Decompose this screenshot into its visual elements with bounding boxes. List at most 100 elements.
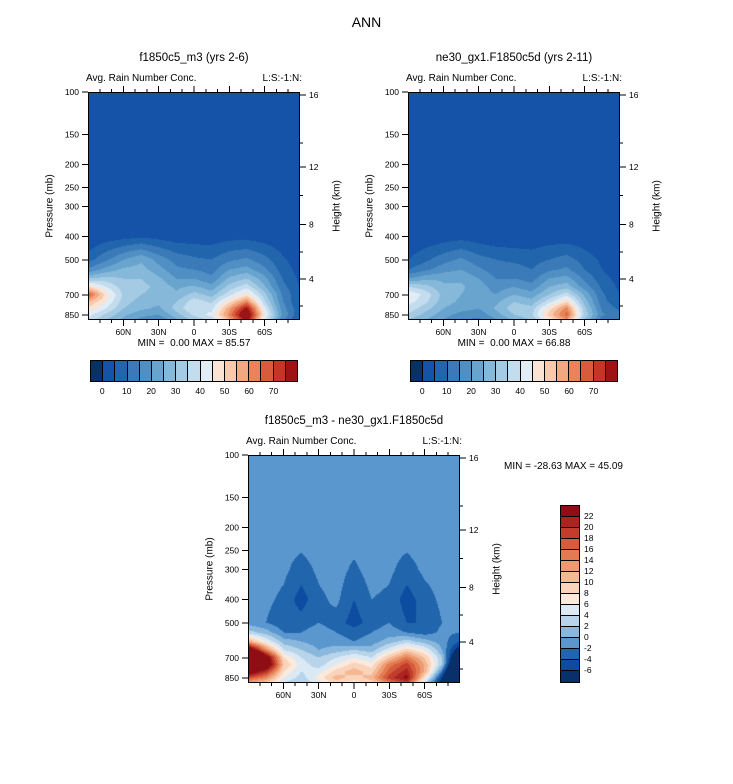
colorbar-cell [561,616,579,627]
colorbar-cell [115,361,128,381]
colorbar-cell [164,361,177,381]
lat-tick-label: 30N [311,690,327,700]
min-max-stats: MIN = 0.00 MAX = 66.88 [457,338,571,349]
colorbar-cell [561,517,579,528]
colorbar-cell [471,361,485,381]
colorbar-tick-label: -6 [584,665,592,675]
colorbar-tick-label: 10 [121,386,132,396]
colorbar-cell [508,361,521,381]
colorbar-cell [139,361,152,381]
lat-tick-label: 60S [577,327,592,337]
pressure-tick-label: 100 [65,87,79,97]
colorbar-tick-label: 20 [584,522,594,532]
panel-subtitle-row: Avg. Rain Number Conc. L:S:-1:N: [246,436,462,447]
colorbar-cell [188,361,201,381]
lat-tick-label: 0 [512,327,517,337]
colorbar-cell [496,361,509,381]
colorbar-tick-label: 16 [584,544,594,554]
pressure-tick-label: 200 [65,159,79,169]
colorbar-cell [273,361,286,381]
colorbar-cell [561,671,579,682]
pressure-tick-label: 150 [65,129,79,139]
colorbar-labels: 0 10 20 30 40 50 60 70 [90,386,298,398]
colorbar-tick-label: 0 [99,386,105,396]
colorbar-cell [459,361,472,381]
colorbar-tick-label: 6 [584,599,589,609]
colorbar-tick-label: -4 [584,654,592,664]
height-tick-label: 4 [629,274,634,284]
colorbar-cell [605,361,617,381]
height-tick-label: 12 [629,162,639,172]
subtitle-variable: Avg. Rain Number Conc. [246,436,357,447]
main-title: ANN [351,14,382,30]
axes: 100 150 200 250 300 400 500 700 850 60N 30N 0 30S 60S… [385,86,639,337]
colorbar-tick-label: 8 [584,588,589,598]
colorbar-cell [249,361,262,381]
height-tick-label: 16 [629,90,639,100]
colorbar-cell [285,361,297,381]
height-tick-label: 12 [469,525,479,535]
colorbar-cell [411,361,424,381]
panel-subtitle-row: Avg. Rain Number Conc. L:S:-1:N: [86,73,302,84]
colorbar-cell [561,638,579,649]
colorbar-cell [237,361,250,381]
colorbar-cell [561,583,579,594]
colorbar-cell [561,539,579,550]
pressure-axis-label: Pressure (mb) [364,174,376,238]
colorbar-tick-label: 70 [588,386,599,396]
height-axis-label: Height (km) [331,180,343,232]
colorbar-horizontal: 0 10 20 30 40 50 60 70 [410,360,618,398]
colorbar-tick-label: -2 [584,643,592,653]
lat-tick-label: 30N [151,327,167,337]
height-axis-label: Height (km) [651,180,663,232]
colorbar-tick-label: 22 [584,511,594,521]
subtitle-variable: Avg. Rain Number Conc. [86,73,197,84]
pressure-axis-label: Pressure (mb) [44,174,56,238]
colorbar-cell [423,361,436,381]
colorbar-cell [200,361,213,381]
contour-field-canvas [408,92,620,320]
lat-tick-label: 60S [417,690,432,700]
colorbar-tick-label: 4 [584,610,589,620]
pressure-tick-label: 250 [385,183,399,193]
colorbar-vertical: 22 20 18 16 14 12 10 8 6 4 2 0 -2 -4 -6 [560,505,593,683]
colorbar-cell [569,361,582,381]
height-tick-label: 16 [309,90,319,100]
colorbar-cell [561,506,579,517]
plot-border [248,455,460,683]
panel-difference: f1850c5_m3 - ne30_gx1.F1850c5d Avg. Rain… [205,415,623,700]
pressure-tick-label: 150 [225,492,239,502]
colorbar-cell [127,361,140,381]
pressure-tick-label: 200 [225,522,239,532]
pressure-tick-label: 400 [225,595,239,605]
lat-tick-label: 0 [192,327,197,337]
colorbar-cell [561,572,579,583]
height-tick-label: 8 [629,219,634,229]
pressure-tick-label: 300 [225,565,239,575]
colorbar-horizontal: 0 10 20 30 40 50 60 70 [90,360,298,398]
colorbar-tick-label: 18 [584,533,594,543]
colorbar-cell [544,361,558,381]
colorbar-tick-label: 60 [244,386,254,396]
pressure-tick-label: 500 [65,255,79,265]
colorbar-tick-label: 12 [584,566,594,576]
height-tick-label: 8 [309,219,314,229]
pressure-tick-label: 300 [385,202,399,212]
lat-tick-label: 60N [436,327,452,337]
height-tick-label: 8 [469,582,474,592]
min-max-stats: MIN = 0.00 MAX = 85.57 [137,338,251,349]
colorbar-cell [581,361,594,381]
panel-title: ne30_gx1.F1850c5d (yrs 2-11) [435,52,593,64]
colorbar-cell [561,528,579,539]
panel-subtitle-row: Avg. Rain Number Conc. L:S:-1:N: [406,73,622,84]
colorbar-cell [447,361,460,381]
subtitle-scale: L:S:-1:N: [262,73,302,84]
colorbar-cell [91,361,104,381]
colorbar-cells [90,360,298,382]
pressure-tick-label: 200 [385,159,399,169]
height-tick-label: 4 [309,274,314,284]
panel-title: f1850c5_m3 (yrs 2-6) [139,52,249,64]
height-tick-label: 16 [469,453,479,463]
lat-tick-label: 30S [222,327,237,337]
